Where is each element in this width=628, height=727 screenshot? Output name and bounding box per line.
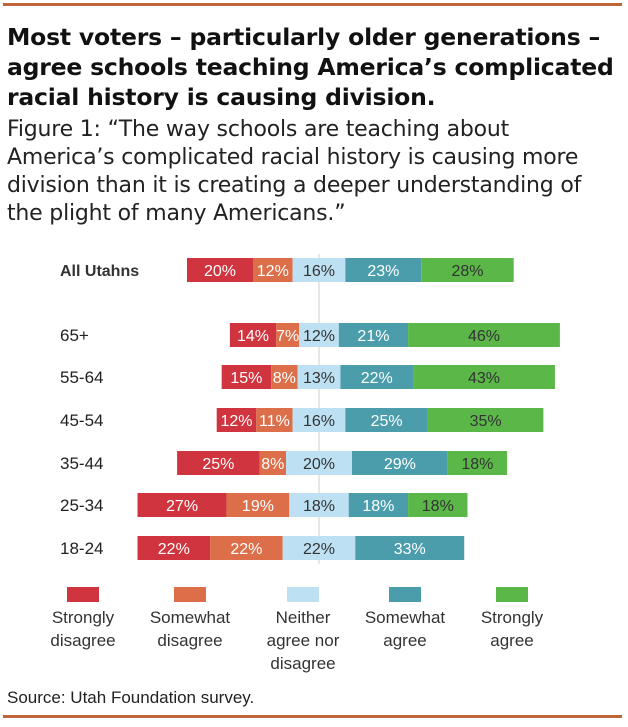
category-label: 35-44: [60, 454, 103, 473]
bars-layer: All Utahns 20% 12% 16% 23% 28%65+ 14% 7% 12% 21% 4…: [60, 254, 560, 564]
category-label: 65+: [60, 326, 89, 345]
legend-label: Strongly agree: [481, 608, 544, 650]
bar-segment: [340, 365, 414, 389]
bar-segment: [286, 451, 352, 475]
bar-segment: [413, 365, 555, 389]
value-label: 18%: [362, 498, 394, 515]
value-label: 16%: [303, 413, 335, 430]
value-label: 25%: [202, 456, 234, 473]
value-label: 21%: [357, 328, 389, 345]
value-label: 22%: [230, 541, 262, 558]
value-label: 22%: [158, 541, 190, 558]
value-label: 7%: [276, 328, 299, 345]
bar-segment: [282, 536, 356, 560]
value-label: 23%: [367, 263, 399, 280]
bar-segment: [137, 493, 227, 517]
legend-label: Neither agree nor disagree: [267, 608, 340, 673]
legend-swatch: [287, 587, 319, 602]
legend-label: Strongly disagree: [50, 608, 115, 650]
value-label: 18%: [422, 498, 454, 515]
category-label: 18-24: [60, 539, 103, 558]
bar-segment: [256, 408, 293, 432]
value-label: 11%: [259, 413, 290, 430]
bar-segment: [292, 408, 346, 432]
value-label: 43%: [468, 370, 500, 387]
diverging-bar-chart: All Utahns 20% 12% 16% 23% 28%65+ 14% 7% 12% 21% 4…: [50, 254, 560, 673]
bottom-rule: [3, 715, 622, 718]
bar-segment: [259, 451, 286, 475]
value-label: 35%: [470, 413, 502, 430]
value-label: 46%: [468, 328, 500, 345]
category-label: 45-54: [60, 411, 103, 430]
value-label: 20%: [204, 263, 236, 280]
bar-segment: [289, 493, 349, 517]
bar-segment: [408, 323, 560, 347]
bar-segment: [427, 408, 544, 432]
value-label: 29%: [384, 456, 416, 473]
legend-swatch: [496, 587, 528, 602]
bar-segment: [229, 323, 277, 347]
bar-segment: [177, 451, 260, 475]
category-label: All Utahns: [60, 263, 139, 280]
bar-segment: [345, 408, 428, 432]
bar-segment: [221, 365, 272, 389]
bar-segment: [276, 323, 300, 347]
value-label: 33%: [394, 541, 426, 558]
value-label: 25%: [371, 413, 403, 430]
value-label: 16%: [303, 263, 335, 280]
value-label: 15%: [230, 370, 262, 387]
bar-segment: [226, 493, 290, 517]
bar-segment: [355, 536, 465, 560]
top-rule: [3, 3, 622, 6]
bar-segment: [187, 258, 253, 282]
category-label: 55-64: [60, 368, 103, 387]
value-label: 27%: [166, 498, 198, 515]
value-label: 14%: [237, 328, 269, 345]
bar-segment: [408, 493, 468, 517]
value-label: 22%: [361, 370, 393, 387]
value-label: 8%: [273, 370, 296, 387]
bar-segment: [345, 258, 422, 282]
value-label: 12%: [257, 263, 289, 280]
bar-segment: [348, 493, 409, 517]
bar-segment: [216, 408, 257, 432]
value-label: 28%: [451, 263, 483, 280]
value-label: 20%: [303, 456, 335, 473]
bar-segment: [210, 536, 283, 560]
bar-segment: [253, 258, 293, 282]
bar-segment: [297, 365, 341, 389]
value-label: 13%: [303, 370, 335, 387]
bar-segment: [271, 365, 298, 389]
bar-segment: [338, 323, 409, 347]
bar-segment: [447, 451, 508, 475]
source-note: Source: Utah Foundation survey.: [7, 688, 255, 707]
value-label: 19%: [242, 498, 274, 515]
legend-label: Somewhat agree: [365, 608, 446, 650]
legend-swatch: [67, 587, 99, 602]
bar-segment: [299, 323, 339, 347]
chart-subtitle: Figure 1: “The way schools are teaching …: [7, 117, 582, 226]
value-label: 18%: [461, 456, 493, 473]
value-label: 12%: [303, 328, 335, 345]
legend-swatch: [389, 587, 421, 602]
bar-segment: [421, 258, 514, 282]
value-label: 8%: [261, 456, 284, 473]
category-label: 25-34: [60, 496, 103, 515]
bar-segment: [137, 536, 211, 560]
legend-swatch: [174, 587, 206, 602]
bar-segment: [352, 451, 448, 475]
chart-title: Most voters – particularly older generat…: [7, 23, 614, 111]
value-label: 18%: [303, 498, 335, 515]
value-label: 22%: [303, 541, 335, 558]
legend: Strongly disagree Somewhat disagree Neither a…: [50, 587, 544, 673]
bar-segment: [292, 258, 346, 282]
legend-label: Somewhat disagree: [150, 608, 231, 650]
value-label: 12%: [220, 413, 252, 430]
